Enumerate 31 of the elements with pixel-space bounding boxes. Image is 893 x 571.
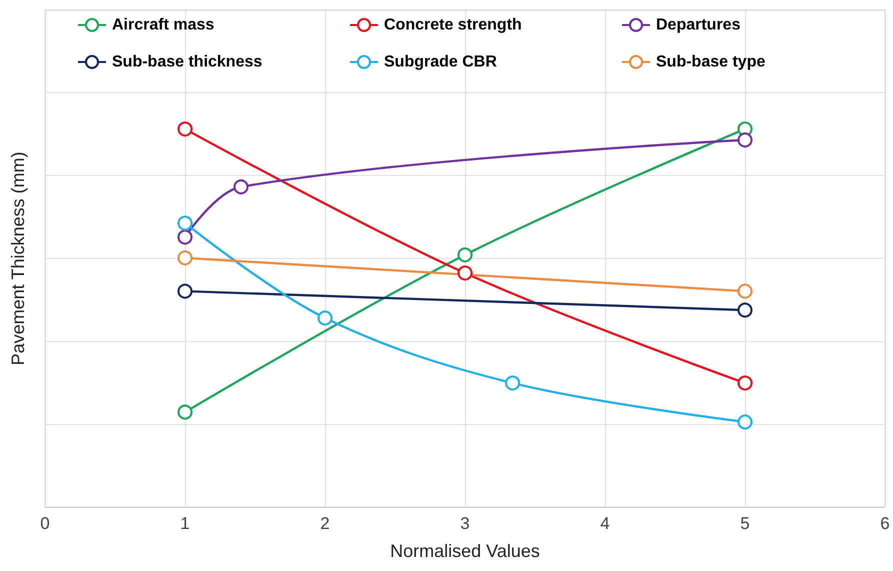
x-tick-label: 6 [880,514,890,533]
point [738,376,752,391]
point [234,179,248,194]
point [318,310,332,326]
legend-label: Concrete strength [384,16,522,34]
x-tick-label: 2 [320,514,330,533]
point [738,132,752,148]
point [505,376,520,391]
legend-label: Sub-base type [656,54,766,70]
x-axis-title: Normalised Values [390,541,540,561]
legend-label: Subgrade CBR [384,54,498,70]
point [458,247,472,262]
point [458,266,472,281]
point [738,302,752,318]
x-tick-label: 0 [40,514,50,533]
point [178,284,192,299]
x-tick-label: 5 [740,514,750,533]
x-tick-label: 3 [460,514,470,533]
point [178,250,192,266]
point [178,230,192,245]
point [738,414,752,430]
legend-label: Departures [656,16,741,34]
point [738,284,752,299]
point [178,404,192,420]
x-tick-label: 4 [600,514,610,533]
legend-label: Sub-base thickness [112,54,262,70]
point [178,216,192,231]
x-tick-label: 1 [180,514,190,533]
y-axis-title: Pavement Thickness (mm) [8,152,28,366]
point [178,122,192,137]
legend-label: Aircraft mass [112,16,214,34]
